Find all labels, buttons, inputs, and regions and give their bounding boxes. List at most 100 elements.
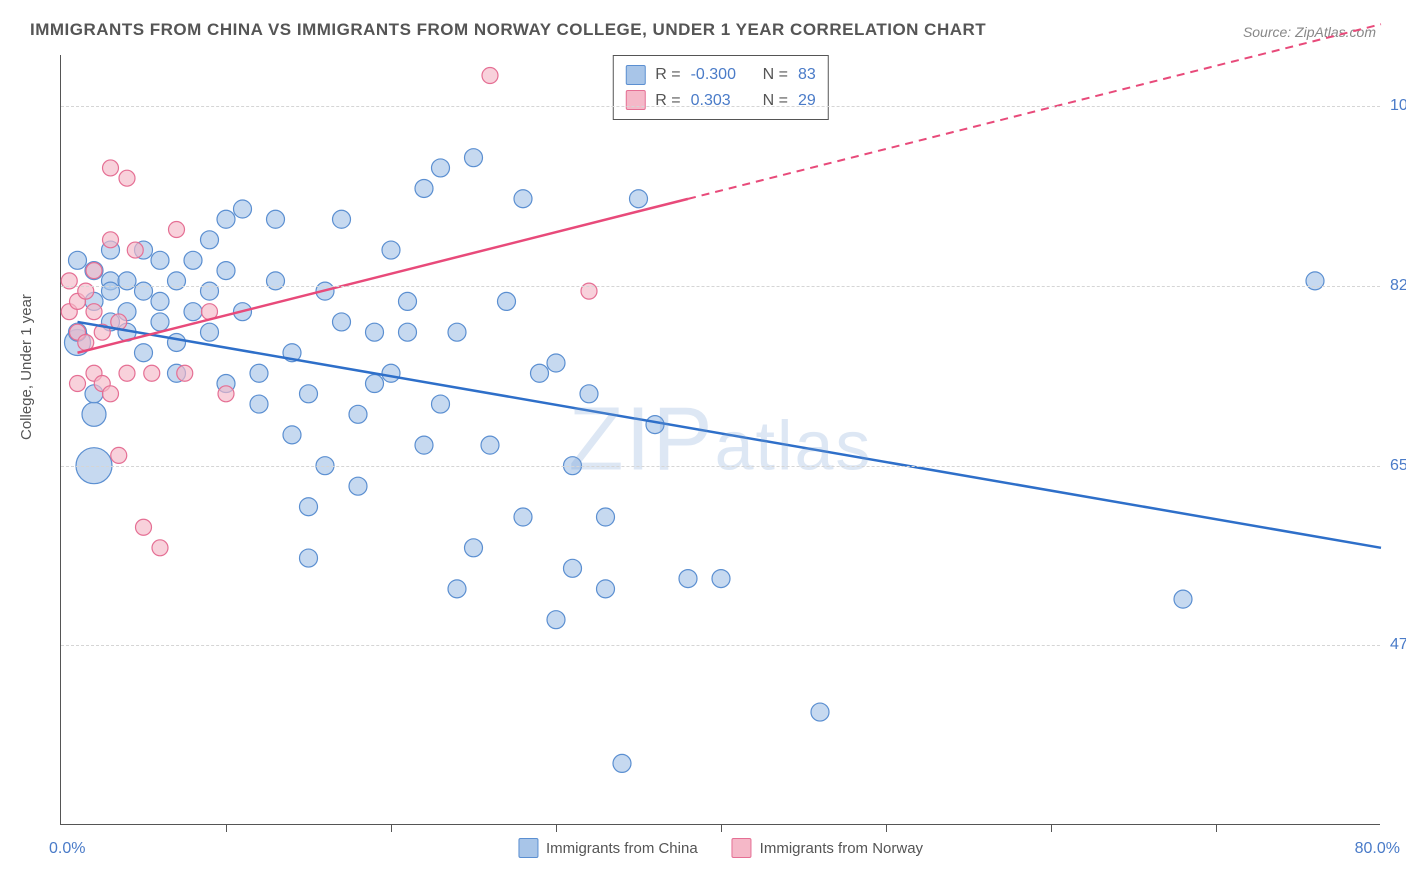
data-point <box>151 292 169 310</box>
legend-series-name: Immigrants from Norway <box>760 840 923 857</box>
legend-row: R = 0.303 N = 29 <box>625 88 815 114</box>
data-point <box>217 262 235 280</box>
data-point <box>646 416 664 434</box>
data-point <box>119 365 135 381</box>
data-point <box>333 313 351 331</box>
legend-r-value: 0.303 <box>691 88 753 114</box>
y-tick-label: 82.5% <box>1390 277 1406 295</box>
data-point <box>152 540 168 556</box>
data-point <box>811 703 829 721</box>
data-point <box>82 402 106 426</box>
gridline-h <box>61 466 1380 467</box>
data-point <box>151 251 169 269</box>
data-point <box>366 375 384 393</box>
legend-row: R =-0.300N =83 <box>625 62 815 88</box>
data-point <box>267 272 285 290</box>
data-point <box>482 68 498 84</box>
data-point <box>712 570 730 588</box>
legend-series-name: Immigrants from China <box>546 840 698 857</box>
data-point <box>580 385 598 403</box>
data-point <box>613 754 631 772</box>
gridline-h <box>61 106 1380 107</box>
data-point <box>382 364 400 382</box>
data-point <box>144 365 160 381</box>
legend-n-value: 83 <box>798 62 816 88</box>
x-tick <box>721 824 722 832</box>
data-point <box>168 272 186 290</box>
data-point <box>399 323 417 341</box>
data-point <box>481 436 499 454</box>
data-point <box>448 323 466 341</box>
data-point <box>103 160 119 176</box>
data-point <box>267 210 285 228</box>
data-point <box>514 190 532 208</box>
data-point <box>201 282 219 300</box>
data-point <box>300 498 318 516</box>
data-point <box>69 251 87 269</box>
data-point <box>136 519 152 535</box>
data-point <box>597 508 615 526</box>
x-tick <box>1216 824 1217 832</box>
data-point <box>349 405 367 423</box>
data-point <box>366 323 384 341</box>
legend-item: Immigrants from Norway <box>732 838 923 858</box>
x-tick <box>556 824 557 832</box>
data-point <box>300 549 318 567</box>
data-point <box>184 251 202 269</box>
data-point <box>531 364 549 382</box>
data-point <box>564 559 582 577</box>
data-point <box>415 436 433 454</box>
data-point <box>630 190 648 208</box>
data-point <box>201 231 219 249</box>
legend-n-value: 29 <box>798 88 816 114</box>
source-attribution: Source: ZipAtlas.com <box>1243 24 1376 40</box>
x-axis-max-label: 80.0% <box>1355 840 1400 858</box>
scatter-plot-svg <box>61 55 1380 824</box>
data-point <box>547 354 565 372</box>
legend-n-label: N = <box>763 62 788 88</box>
x-axis-min-label: 0.0% <box>49 840 85 858</box>
data-point <box>300 385 318 403</box>
data-point <box>177 365 193 381</box>
data-point <box>151 313 169 331</box>
data-point <box>103 232 119 248</box>
data-point <box>217 210 235 228</box>
y-tick-label: 47.5% <box>1390 636 1406 654</box>
data-point <box>1174 590 1192 608</box>
data-point <box>119 170 135 186</box>
data-point <box>86 304 102 320</box>
data-point <box>498 292 516 310</box>
data-point <box>514 508 532 526</box>
legend-r-value: -0.300 <box>691 62 753 88</box>
data-point <box>250 395 268 413</box>
y-tick-label: 65.0% <box>1390 457 1406 475</box>
x-tick <box>226 824 227 832</box>
data-point <box>70 376 86 392</box>
data-point <box>349 477 367 495</box>
series-legend: Immigrants from China Immigrants from Nor… <box>518 838 923 858</box>
data-point <box>448 580 466 598</box>
data-point <box>135 344 153 362</box>
data-point <box>679 570 697 588</box>
data-point <box>547 611 565 629</box>
y-tick-label: 100.0% <box>1390 97 1406 115</box>
data-point <box>234 200 252 218</box>
gridline-h <box>61 286 1380 287</box>
gridline-h <box>61 645 1380 646</box>
data-point <box>102 282 120 300</box>
data-point <box>103 386 119 402</box>
legend-n-label: N = <box>763 88 788 114</box>
legend-r-label: R = <box>655 88 680 114</box>
data-point <box>399 292 417 310</box>
data-point <box>382 241 400 259</box>
data-point <box>111 447 127 463</box>
trend-line <box>78 322 1382 548</box>
data-point <box>118 272 136 290</box>
data-point <box>201 323 219 341</box>
data-point <box>283 426 301 444</box>
data-point <box>169 222 185 238</box>
data-point <box>597 580 615 598</box>
x-tick <box>1051 824 1052 832</box>
chart-title: IMMIGRANTS FROM CHINA VS IMMIGRANTS FROM… <box>30 20 986 40</box>
legend-swatch-icon <box>732 838 752 858</box>
